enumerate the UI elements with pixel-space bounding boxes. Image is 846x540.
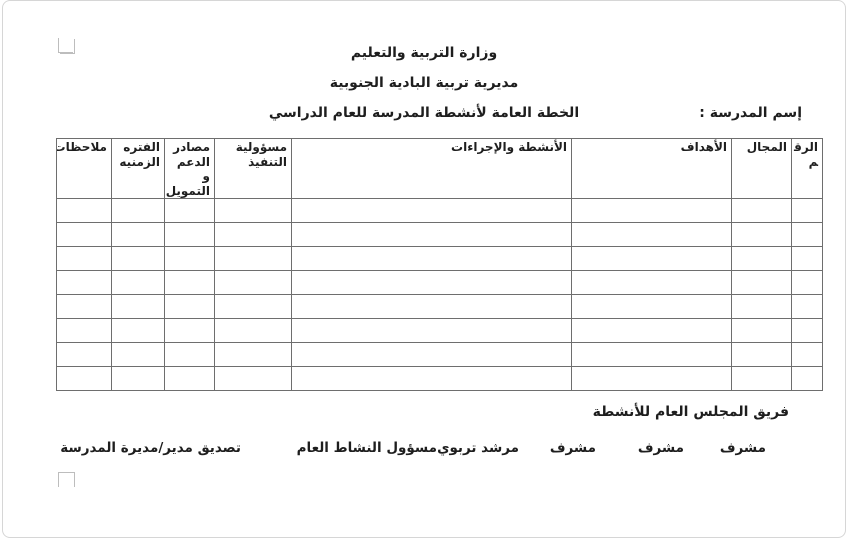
empty-cell-time-period[interactable] (111, 294, 165, 319)
empty-cell-objectives[interactable] (571, 222, 732, 247)
empty-cell-notes[interactable] (56, 222, 112, 247)
signature-label-3: مشرف (549, 440, 596, 456)
empty-cell-time-period[interactable] (111, 246, 165, 271)
empty-cell-time-period[interactable] (111, 198, 165, 223)
empty-cell-implementation-responsibility[interactable] (214, 246, 292, 271)
empty-cell-support-funding-sources[interactable] (164, 342, 215, 367)
table-row (56, 318, 823, 343)
empty-cell-implementation-responsibility[interactable] (214, 198, 292, 223)
table-row (56, 342, 823, 367)
empty-cell-field[interactable] (731, 318, 792, 343)
empty-cell-objectives[interactable] (571, 198, 732, 223)
column-header-support-funding-sources: مصادر الدعم و التمويل (164, 138, 215, 199)
directorate-title: مديرية تربية البادية الجنوبية (329, 75, 519, 91)
empty-cell-time-period[interactable] (111, 270, 165, 295)
empty-cell-time-period[interactable] (111, 342, 165, 367)
empty-cell-activities-procedures[interactable] (291, 246, 572, 271)
empty-cell-implementation-responsibility[interactable] (214, 270, 292, 295)
empty-cell-notes[interactable] (56, 342, 112, 367)
signature-label-5: مسؤول النشاط العام (296, 440, 437, 456)
empty-cell-number[interactable] (791, 270, 823, 295)
column-header-notes: ملاحظات (56, 138, 112, 199)
empty-cell-objectives[interactable] (571, 342, 732, 367)
signature-label-1: مشرف (719, 440, 766, 456)
empty-cell-objectives[interactable] (571, 270, 732, 295)
empty-cell-objectives[interactable] (571, 246, 732, 271)
empty-cell-activities-procedures[interactable] (291, 294, 572, 319)
empty-cell-implementation-responsibility[interactable] (214, 318, 292, 343)
signature-label-4: مرشد تربوي (437, 440, 519, 456)
crop-mark-top-right (60, 39, 75, 54)
column-header-number: الرقم (791, 138, 823, 199)
empty-cell-support-funding-sources[interactable] (164, 366, 215, 391)
signature-label-6: تصديق مدير/مديرة المدرسة (60, 440, 241, 456)
empty-cell-field[interactable] (731, 366, 792, 391)
empty-cell-number[interactable] (791, 366, 823, 391)
table-header-row: الرقم المجال الأهداف الأنشطة والإجراءات مسؤو… (56, 138, 823, 199)
empty-cell-number[interactable] (791, 342, 823, 367)
empty-cell-activities-procedures[interactable] (291, 198, 572, 223)
empty-cell-activities-procedures[interactable] (291, 342, 572, 367)
empty-cell-field[interactable] (731, 294, 792, 319)
empty-cell-objectives[interactable] (571, 366, 732, 391)
column-header-activities-procedures: الأنشطة والإجراءات (291, 138, 572, 199)
table-row (56, 270, 823, 295)
empty-cell-implementation-responsibility[interactable] (214, 366, 292, 391)
empty-cell-support-funding-sources[interactable] (164, 198, 215, 223)
empty-cell-time-period[interactable] (111, 318, 165, 343)
empty-cell-number[interactable] (791, 246, 823, 271)
empty-cell-number[interactable] (791, 318, 823, 343)
signature-row: مشرف مشرف مشرف مرشد تربوي مسؤول النشاط العام… (3, 440, 845, 462)
empty-cell-field[interactable] (731, 246, 792, 271)
empty-cell-number[interactable] (791, 198, 823, 223)
empty-cell-field[interactable] (731, 342, 792, 367)
activities-plan-table: الرقم المجال الأهداف الأنشطة والإجراءات مسؤو… (56, 138, 823, 391)
empty-cell-notes[interactable] (56, 198, 112, 223)
column-header-implementation-responsibility: مسؤولية التنفيذ (214, 138, 292, 199)
table-row (56, 366, 823, 391)
empty-cell-activities-procedures[interactable] (291, 222, 572, 247)
empty-cell-notes[interactable] (56, 294, 112, 319)
empty-cell-time-period[interactable] (111, 366, 165, 391)
empty-cell-field[interactable] (731, 222, 792, 247)
ministry-title: وزارة التربية والتعليم (350, 45, 498, 61)
empty-cell-objectives[interactable] (571, 294, 732, 319)
column-header-field: المجال (731, 138, 792, 199)
empty-cell-notes[interactable] (56, 366, 112, 391)
empty-cell-implementation-responsibility[interactable] (214, 222, 292, 247)
crop-mark-top-left (58, 38, 73, 53)
empty-cell-support-funding-sources[interactable] (164, 222, 215, 247)
plan-title: الخطة العامة لأنشطة المدرسة للعام الدراس… (268, 105, 580, 121)
column-header-time-period: الفتره الزمنيه (111, 138, 165, 199)
crop-mark-bottom-right (60, 472, 75, 487)
empty-cell-notes[interactable] (56, 246, 112, 271)
signature-label-2: مشرف (637, 440, 684, 456)
empty-cell-implementation-responsibility[interactable] (214, 342, 292, 367)
empty-cell-support-funding-sources[interactable] (164, 294, 215, 319)
empty-cell-activities-procedures[interactable] (291, 318, 572, 343)
empty-cell-support-funding-sources[interactable] (164, 270, 215, 295)
column-header-objectives: الأهداف (571, 138, 732, 199)
empty-cell-support-funding-sources[interactable] (164, 246, 215, 271)
empty-cell-support-funding-sources[interactable] (164, 318, 215, 343)
empty-cell-number[interactable] (791, 294, 823, 319)
table-row (56, 294, 823, 319)
table-row (56, 246, 823, 271)
empty-cell-field[interactable] (731, 198, 792, 223)
empty-cell-objectives[interactable] (571, 318, 732, 343)
empty-cell-field[interactable] (731, 270, 792, 295)
empty-cell-notes[interactable] (56, 318, 112, 343)
empty-cell-activities-procedures[interactable] (291, 366, 572, 391)
empty-cell-number[interactable] (791, 222, 823, 247)
empty-cell-implementation-responsibility[interactable] (214, 294, 292, 319)
empty-cell-activities-procedures[interactable] (291, 270, 572, 295)
empty-cell-notes[interactable] (56, 270, 112, 295)
table-row (56, 198, 823, 223)
team-title: فريق المجلس العام للأنشطة (592, 404, 789, 420)
table-row (56, 222, 823, 247)
school-name-label: إسم المدرسة : (699, 105, 802, 121)
empty-cell-time-period[interactable] (111, 222, 165, 247)
